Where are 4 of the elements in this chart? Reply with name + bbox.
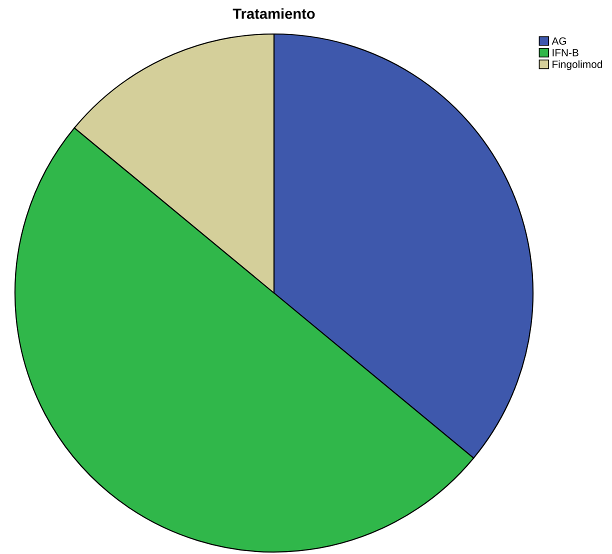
legend-label: AG — [552, 37, 566, 45]
legend-label: IFN-B — [552, 49, 578, 56]
legend-label: Fingolimod — [552, 60, 602, 70]
chart-title: Tratamiento — [232, 8, 315, 19]
